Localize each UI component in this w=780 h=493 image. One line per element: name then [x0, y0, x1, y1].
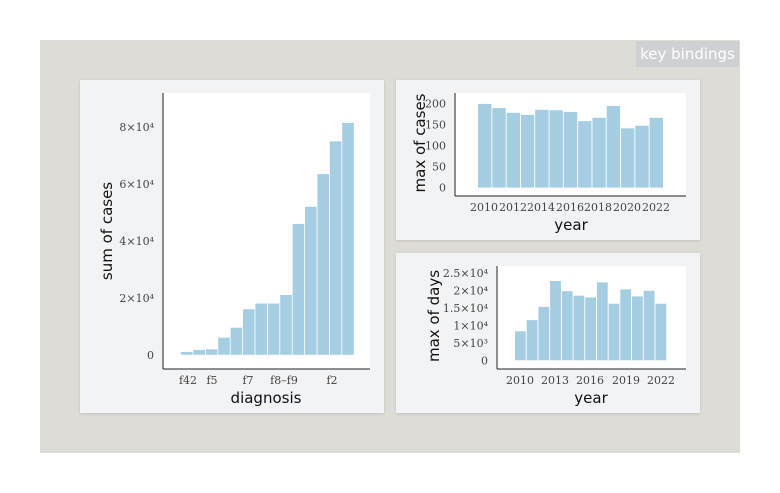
bar — [563, 111, 578, 188]
y-tick-label: 0 — [147, 349, 154, 362]
bar — [515, 331, 526, 361]
bar — [621, 128, 635, 188]
bar — [492, 108, 506, 188]
bar — [292, 223, 305, 355]
bar — [592, 117, 606, 188]
bar — [255, 303, 267, 355]
bar — [550, 281, 561, 361]
y-tick-label: 1×10⁴ — [453, 319, 488, 332]
x-tick-label: 2010 — [506, 374, 534, 387]
x-tick-label: f5 — [206, 374, 217, 387]
bar — [643, 290, 655, 361]
bar — [181, 351, 193, 355]
bar — [317, 174, 329, 355]
x-tick-label: f2 — [326, 374, 337, 387]
x-tick-label: 2022 — [642, 201, 670, 214]
x-tick-label: 2013 — [541, 374, 569, 387]
bar — [561, 291, 573, 361]
y-tick-label: 200 — [425, 98, 446, 111]
bar — [342, 122, 354, 355]
x-tick-label: 2022 — [647, 374, 675, 387]
y-tick-label: 100 — [425, 140, 446, 153]
bar — [526, 320, 538, 361]
bar — [620, 289, 632, 361]
y-tick-label: 2×10⁴ — [119, 292, 154, 305]
x-axis-title: year — [554, 216, 588, 234]
bar — [635, 125, 649, 188]
y-tick-label: 2×10⁴ — [453, 284, 488, 297]
bar — [305, 206, 317, 355]
bar — [585, 297, 596, 361]
y-tick-label: 50 — [432, 161, 446, 174]
y-tick-label: 4×10⁴ — [119, 235, 154, 248]
bar — [632, 296, 643, 361]
bar — [280, 295, 292, 355]
bar — [193, 349, 205, 355]
x-tick-label: 2016 — [556, 201, 584, 214]
x-tick-label: 2019 — [612, 374, 640, 387]
bar — [267, 303, 280, 355]
chart-max-of-cases-by-year: 0 50 100 150 200 2010 2012 2014 2016 2018 2020 2022… — [411, 93, 686, 234]
bar — [596, 282, 608, 361]
bar — [218, 337, 230, 355]
chart-panel-diagnosis: 0 2×10⁴ 4×10⁴ 6×10⁴ 8×10⁴ f42 f5 f7 f8–f9 f2 diagn… — [80, 80, 384, 413]
chart-panel-max-days: 0 5×10³ 1×10⁴ 1.5×10⁴ 2×10⁴ 2.5×10⁴ 2010 2013 20… — [396, 253, 700, 413]
bar — [205, 349, 218, 355]
x-axis-title: diagnosis — [231, 389, 302, 407]
bar — [478, 103, 492, 188]
chart-sum-of-cases-by-diagnosis: 0 2×10⁴ 4×10⁴ 6×10⁴ 8×10⁴ f42 f5 f7 f8–f9 f2 diagn… — [98, 93, 370, 407]
bar — [538, 306, 550, 361]
y-axis-title: max of days — [425, 270, 443, 362]
bar — [535, 109, 549, 188]
chart-max-of-days-by-year: 0 5×10³ 1×10⁴ 1.5×10⁴ 2×10⁴ 2.5×10⁴ 2010 2013 20… — [425, 266, 686, 407]
bar — [329, 141, 342, 355]
bar — [608, 303, 620, 361]
x-tick-label: 2020 — [613, 201, 641, 214]
bar — [573, 295, 585, 361]
x-axis-title: year — [574, 389, 608, 407]
y-axis-title: sum of cases — [98, 182, 116, 280]
x-tick-label: f7 — [242, 374, 253, 387]
y-axis-title: max of cases — [411, 93, 429, 192]
x-tick-label: 2010 — [470, 201, 498, 214]
y-tick-label: 1.5×10⁴ — [443, 302, 489, 315]
bar — [578, 121, 592, 188]
x-tick-label: f42 — [179, 374, 197, 387]
x-tick-label: 2014 — [527, 201, 555, 214]
bar — [506, 112, 520, 188]
x-tick-label: 2016 — [576, 374, 604, 387]
bar — [655, 303, 667, 361]
y-tick-label: 2.5×10⁴ — [443, 267, 489, 280]
bar — [230, 327, 243, 355]
key-bindings-button[interactable]: key bindings — [636, 41, 739, 67]
y-tick-label: 5×10³ — [453, 337, 488, 350]
y-tick-label: 0 — [439, 182, 446, 195]
bar — [606, 106, 621, 188]
y-tick-label: 8×10⁴ — [119, 121, 154, 134]
x-tick-label: f8–f9 — [270, 374, 298, 387]
bar — [243, 309, 255, 355]
y-tick-label: 0 — [481, 354, 488, 367]
y-tick-label: 150 — [425, 119, 446, 132]
y-tick-label: 6×10⁴ — [119, 178, 154, 191]
bar — [520, 114, 535, 188]
x-tick-label: 2012 — [499, 201, 527, 214]
x-tick-label: 2018 — [584, 201, 612, 214]
bar — [649, 117, 663, 188]
bar — [549, 110, 563, 188]
chart-panel-max-cases: 0 50 100 150 200 2010 2012 2014 2016 2018 2020 2022… — [396, 80, 700, 240]
